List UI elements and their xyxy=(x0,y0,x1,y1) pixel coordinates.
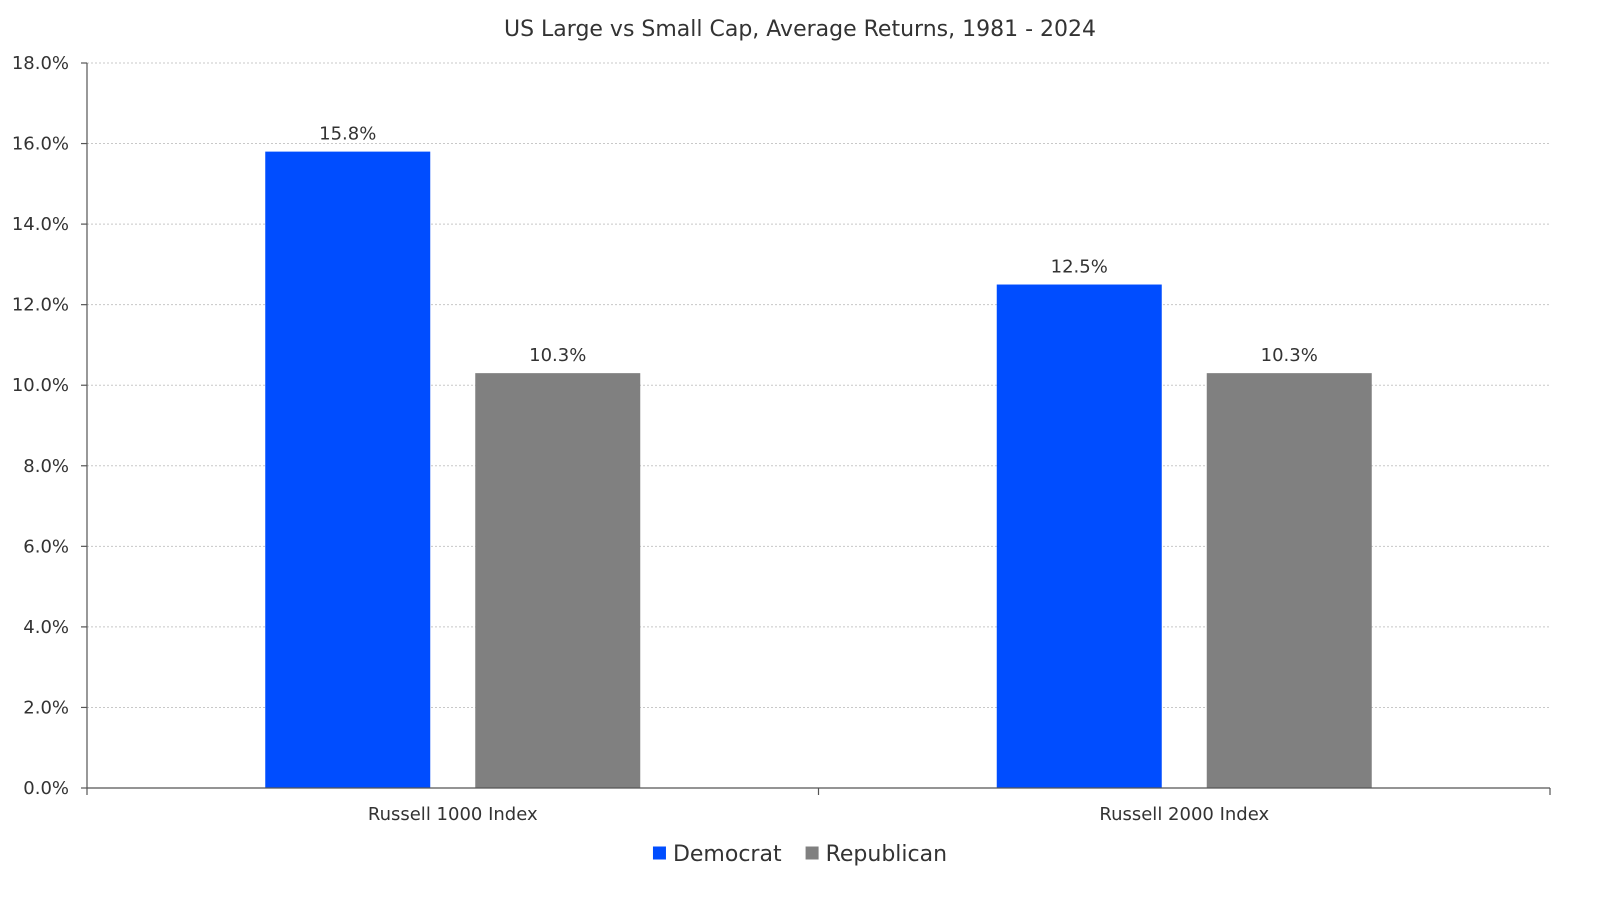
y-tick-label: 8.0% xyxy=(23,456,69,477)
y-tick-label: 4.0% xyxy=(23,617,69,638)
legend-swatch-democrat xyxy=(652,846,666,860)
bar-democrat-2 xyxy=(996,284,1162,788)
y-tick-label: 16.0% xyxy=(12,134,69,155)
x-category-label: Russell 1000 Index xyxy=(368,804,538,825)
y-tick-label: 6.0% xyxy=(23,536,69,557)
y-axis-ticks: 0.0% 2.0% 4.0% 6.0% 8.0% 10.0% 12.0% 14.0% 16.0%… xyxy=(12,53,87,799)
axes xyxy=(86,63,1551,795)
y-tick-label: 14.0% xyxy=(12,214,69,235)
y-tick-label: 12.0% xyxy=(12,295,69,316)
chart-title: US Large vs Small Cap, Average Returns, … xyxy=(504,17,1096,42)
bar-democrat-1 xyxy=(265,151,431,789)
data-label: 10.3% xyxy=(529,345,586,366)
x-axis-categories: Russell 1000 Index Russell 2000 Index xyxy=(368,804,1270,825)
data-labels: 15.8% 10.3% 12.5% 10.3% xyxy=(319,124,1318,367)
legend-swatch-republican xyxy=(805,846,819,860)
x-category-label: Russell 2000 Index xyxy=(1099,804,1269,825)
y-tick-label: 10.0% xyxy=(12,375,69,396)
bars xyxy=(265,151,1372,789)
y-tick-label: 18.0% xyxy=(12,53,69,74)
y-tick-label: 0.0% xyxy=(23,778,69,799)
y-tick-label: 2.0% xyxy=(23,697,69,718)
bar-republican-2 xyxy=(1206,373,1372,788)
data-label: 12.5% xyxy=(1051,257,1108,278)
legend: Democrat Republican xyxy=(652,842,947,867)
data-label: 15.8% xyxy=(319,124,376,145)
data-label: 10.3% xyxy=(1261,345,1318,366)
bar-republican-1 xyxy=(475,373,641,788)
legend-label-democrat: Democrat xyxy=(673,842,782,867)
legend-label-republican: Republican xyxy=(826,842,947,867)
